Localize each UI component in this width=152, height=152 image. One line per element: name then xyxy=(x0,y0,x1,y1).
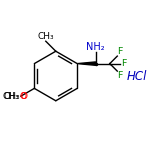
Text: O: O xyxy=(21,92,28,101)
Text: CH₃: CH₃ xyxy=(4,92,20,101)
Text: F: F xyxy=(118,47,123,56)
Text: F: F xyxy=(121,59,126,68)
Text: HCl: HCl xyxy=(126,69,147,83)
Text: CH₃: CH₃ xyxy=(37,31,54,41)
Text: CH₃: CH₃ xyxy=(3,92,19,101)
Polygon shape xyxy=(77,62,96,65)
Text: F: F xyxy=(118,71,123,80)
Text: O: O xyxy=(20,92,27,101)
Text: NH₂: NH₂ xyxy=(86,42,105,52)
